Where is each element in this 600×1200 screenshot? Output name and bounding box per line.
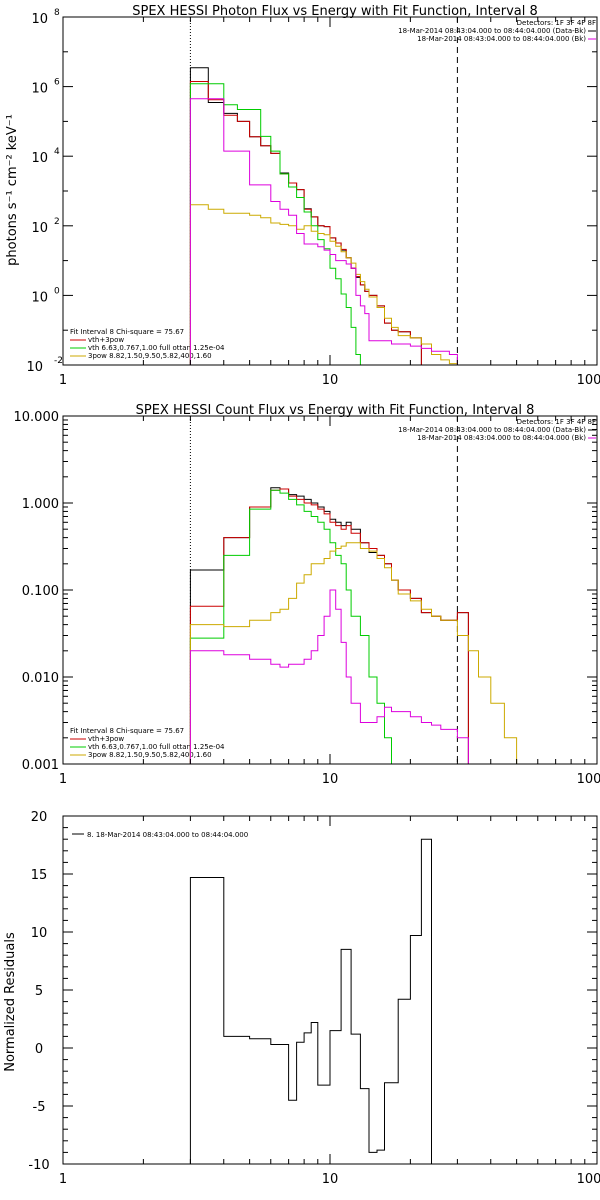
y-tick-label-2: 0 bbox=[35, 1042, 43, 1057]
photon-legend-line-3: 18-Mar-2014 08:43:04.000 to 08:44:04.000… bbox=[417, 35, 586, 43]
count-legend-line-2: 18-Mar-2014 08:43:04.000 to 08:44:04.000… bbox=[398, 426, 586, 434]
y-tick-label-0: 10 bbox=[31, 151, 48, 166]
y-tick-label-0: 10 bbox=[31, 12, 48, 27]
residuals-panel: Normalized Residuals 8. 18-Mar-2014 08:4… bbox=[3, 810, 600, 1187]
y-tick-label-0: 10 bbox=[31, 221, 48, 236]
x-tick-label-0: 1 bbox=[59, 373, 67, 388]
photon-fit-line-1: Fit Interval 8 Chi-square = 75.67 bbox=[70, 328, 184, 336]
y-tick-exponent-0: 4 bbox=[54, 147, 60, 157]
series-group-0 bbox=[189, 67, 479, 365]
x-tick-label-1: 10 bbox=[322, 772, 339, 787]
y-tick-label-2: 5 bbox=[35, 984, 43, 999]
photon-legend-line-1: Detectors: 1F 3F 4F 8F bbox=[517, 19, 596, 27]
x-tick-label-1: 100 bbox=[577, 772, 600, 787]
residuals-legend: 8. 18-Mar-2014 08:43:04.000 to 08:44:04.… bbox=[87, 831, 248, 839]
count-legend-line-1: Detectors: 1F 3F 4F 8F bbox=[517, 418, 596, 426]
count-legend-line-3: 18-Mar-2014 08:43:04.000 to 08:44:04.000… bbox=[417, 434, 586, 442]
y-tick-label-1: 0.010 bbox=[22, 671, 59, 686]
photon-fit-line-4: 3pow 8.82,1.50,9.50,5.82,400,1.60 bbox=[88, 352, 212, 360]
series-residuals-2 bbox=[189, 838, 432, 1164]
y-tick-label-2: 10 bbox=[31, 926, 48, 941]
y-tick-label-2: 15 bbox=[31, 868, 48, 883]
count-fit-line-1: Fit Interval 8 Chi-square = 75.67 bbox=[70, 727, 184, 735]
photon-flux-panel: SPEX HESSI Photon Flux vs Energy with Fi… bbox=[5, 4, 600, 388]
y-tick-label-1: 0.100 bbox=[22, 584, 59, 599]
photon-legend-line-2: 18-Mar-2014 08:43:04.000 to 08:44:04.000… bbox=[398, 27, 586, 35]
photon-fit-line-2: vth+3pow bbox=[88, 336, 124, 344]
series-group-2 bbox=[189, 838, 432, 1164]
photon-fit-line-3: vth 6.63,0.767,1.00 full ottan 1.25e-04 bbox=[88, 344, 225, 352]
x-tick-label-0: 100 bbox=[577, 373, 600, 388]
y-tick-label-0: 10 bbox=[26, 360, 43, 375]
series-group-1 bbox=[189, 487, 518, 764]
x-tick-label-1: 1 bbox=[59, 772, 67, 787]
y-tick-exponent-0: -2 bbox=[54, 356, 63, 366]
y-tick-label-1: 10.000 bbox=[14, 410, 60, 425]
series-vth-0 bbox=[189, 83, 366, 365]
x-tick-label-2: 100 bbox=[577, 1172, 600, 1187]
y-tick-label-1: 0.001 bbox=[22, 758, 59, 773]
series-3pow-1 bbox=[189, 542, 518, 764]
x-tick-label-0: 10 bbox=[322, 373, 339, 388]
series-vth-1 bbox=[189, 489, 399, 764]
count-fit-line-2: vth+3pow bbox=[88, 735, 124, 743]
x-tick-label-2: 1 bbox=[59, 1172, 67, 1187]
y-tick-label-0: 10 bbox=[31, 290, 48, 305]
y-tick-label-2: 20 bbox=[31, 810, 48, 825]
residuals-ylabel: Normalized Residuals bbox=[3, 932, 18, 1072]
y-tick-label-2: -10 bbox=[28, 1158, 49, 1173]
y-tick-exponent-0: 0 bbox=[54, 286, 60, 296]
y-tick-exponent-0: 8 bbox=[54, 8, 60, 18]
photon-flux-ylabel: photons s⁻¹ cm⁻² keV⁻¹ bbox=[5, 114, 20, 266]
count-fit-line-3: vth 6.63,0.767,1.00 full ottan 1.25e-04 bbox=[88, 743, 225, 751]
x-tick-label-2: 10 bbox=[322, 1172, 339, 1187]
y-tick-exponent-0: 6 bbox=[54, 78, 60, 88]
count-flux-title: SPEX HESSI Count Flux vs Energy with Fit… bbox=[136, 403, 535, 418]
series-bk-1 bbox=[189, 589, 469, 764]
y-tick-label-0: 10 bbox=[31, 82, 48, 97]
y-tick-exponent-0: 2 bbox=[54, 217, 60, 227]
y-tick-label-2: -5 bbox=[33, 1100, 46, 1115]
series-3pow-0 bbox=[189, 204, 479, 365]
series-vth-3pow-0 bbox=[189, 81, 422, 365]
count-fit-line-4: 3pow 8.82,1.50,9.50,5.82,400,1.60 bbox=[88, 751, 212, 759]
series-bk-0 bbox=[189, 98, 458, 365]
count-flux-panel: SPEX HESSI Count Flux vs Energy with Fit… bbox=[14, 403, 600, 787]
y-tick-label-1: 1.000 bbox=[22, 497, 59, 512]
photon-flux-title: SPEX HESSI Photon Flux vs Energy with Fi… bbox=[132, 4, 538, 19]
